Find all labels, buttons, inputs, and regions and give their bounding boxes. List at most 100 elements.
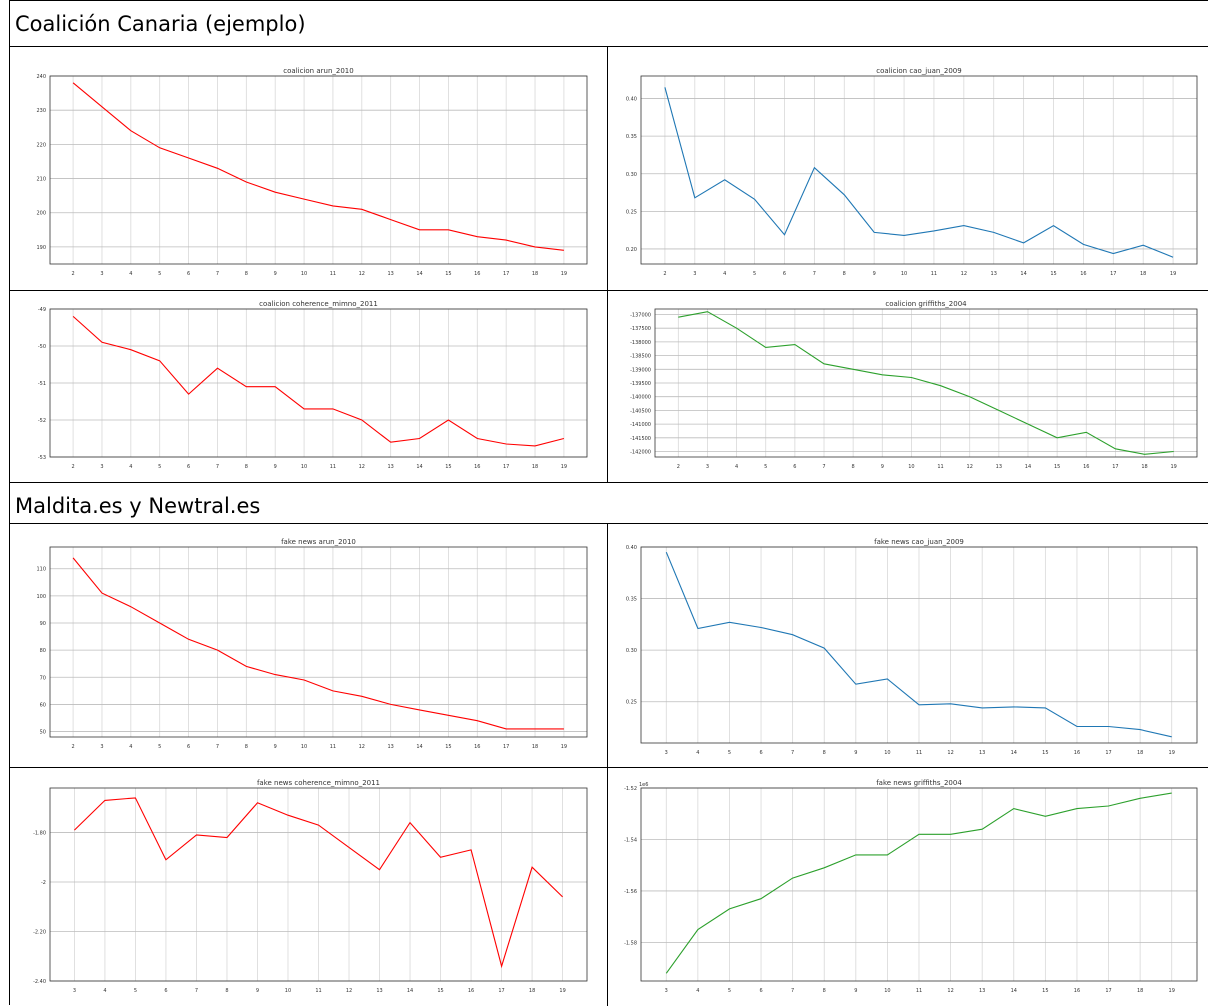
x-tick-label: 13 — [979, 750, 985, 756]
series-line — [73, 83, 564, 251]
x-tick-label: 6 — [783, 271, 786, 277]
y-tick-label: -51 — [38, 381, 46, 387]
x-tick-label: 8 — [843, 271, 846, 277]
x-tick-label: 9 — [854, 750, 857, 756]
x-tick-label: 19 — [561, 271, 567, 277]
x-tick-label: 7 — [822, 464, 825, 470]
x-tick-label: 16 — [474, 744, 480, 750]
y-tick-label: 0.25 — [626, 209, 637, 215]
x-tick-label: 9 — [274, 744, 277, 750]
x-tick-label: 16 — [474, 464, 480, 470]
x-tick-label: 4 — [723, 271, 726, 277]
x-tick-label: 3 — [73, 988, 76, 994]
x-tick-label: 9 — [256, 988, 259, 994]
x-tick-label: 17 — [498, 988, 504, 994]
x-tick-label: 4 — [103, 988, 106, 994]
x-tick-label: 14 — [407, 988, 413, 994]
x-tick-label: 5 — [158, 744, 161, 750]
section-title-maldita: Maldita.es y Newtral.es — [15, 494, 260, 518]
y-tick-label: -2 — [41, 880, 46, 886]
x-tick-label: 13 — [387, 271, 393, 277]
chart-title: coalicion arun_2010 — [283, 67, 353, 75]
row-divider — [607, 767, 1208, 768]
chart-title: coalicion coherence_mimno_2011 — [259, 300, 378, 308]
x-tick-label: 19 — [1171, 464, 1177, 470]
x-tick-label: 16 — [474, 271, 480, 277]
x-tick-label: 12 — [359, 464, 365, 470]
x-tick-label: 19 — [559, 988, 565, 994]
x-tick-label: 14 — [416, 744, 422, 750]
x-tick-label: 15 — [445, 464, 451, 470]
x-tick-label: 5 — [728, 988, 731, 994]
y-tick-label: -141500 — [630, 436, 651, 442]
y-tick-label: -140500 — [630, 408, 651, 414]
y-tick-label: 110 — [36, 567, 46, 573]
x-tick-label: 15 — [1050, 271, 1056, 277]
x-tick-label: 15 — [1042, 750, 1048, 756]
x-tick-label: 5 — [158, 271, 161, 277]
y-tick-label: 80 — [40, 648, 46, 654]
x-tick-label: 6 — [793, 464, 796, 470]
chart-title: fake news coherence_mimno_2011 — [257, 779, 380, 787]
x-tick-label: 10 — [884, 988, 890, 994]
x-tick-label: 12 — [947, 750, 953, 756]
x-tick-label: 14 — [416, 464, 422, 470]
y-tick-label: 190 — [36, 245, 46, 251]
x-tick-label: 4 — [129, 744, 132, 750]
y-tick-label: -1.54 — [624, 837, 637, 843]
y-tick-label: 0.35 — [626, 134, 637, 140]
y-tick-label: 60 — [40, 702, 46, 708]
x-tick-label: 4 — [696, 750, 699, 756]
y-tick-label: 0.30 — [626, 648, 637, 654]
x-tick-label: 19 — [561, 744, 567, 750]
x-tick-label: 3 — [100, 464, 103, 470]
x-tick-label: 10 — [884, 750, 890, 756]
chart-title: fake news griffiths_2004 — [876, 779, 962, 787]
x-tick-label: 2 — [72, 744, 75, 750]
x-tick-label: 14 — [1011, 988, 1017, 994]
y-tick-label: -139000 — [630, 367, 651, 373]
chart-title: coalicion griffiths_2004 — [885, 300, 967, 308]
chart-title: fake news cao_juan_2009 — [874, 538, 964, 546]
x-tick-label: 7 — [791, 750, 794, 756]
x-tick-label: 11 — [330, 464, 336, 470]
y-tick-label: 0.20 — [626, 247, 637, 253]
x-tick-label: 13 — [979, 988, 985, 994]
x-tick-label: 16 — [468, 988, 474, 994]
x-tick-label: 17 — [1105, 988, 1111, 994]
x-tick-label: 16 — [1074, 988, 1080, 994]
x-tick-label: 3 — [665, 750, 668, 756]
x-tick-label: 7 — [195, 988, 198, 994]
y-tick-label: -138500 — [630, 354, 651, 360]
x-tick-label: 5 — [134, 988, 137, 994]
x-tick-label: 13 — [387, 464, 393, 470]
y-tick-label: -138000 — [630, 340, 651, 346]
y-tick-label: 70 — [40, 675, 46, 681]
x-tick-label: 15 — [1054, 464, 1060, 470]
x-tick-label: 5 — [728, 750, 731, 756]
x-tick-label: 10 — [301, 464, 307, 470]
column-divider — [607, 523, 608, 1006]
x-tick-label: 12 — [359, 744, 365, 750]
x-tick-label: 4 — [129, 271, 132, 277]
x-tick-label: 3 — [100, 271, 103, 277]
x-tick-label: 2 — [72, 271, 75, 277]
x-tick-label: 14 — [1025, 464, 1031, 470]
x-tick-label: 8 — [823, 988, 826, 994]
x-tick-label: 13 — [996, 464, 1002, 470]
x-tick-label: 6 — [759, 750, 762, 756]
x-tick-label: 18 — [1141, 464, 1147, 470]
series-line — [73, 316, 564, 446]
x-tick-label: 17 — [1112, 464, 1118, 470]
x-tick-label: 4 — [696, 988, 699, 994]
x-tick-label: 9 — [873, 271, 876, 277]
y-tick-label: -52 — [38, 418, 46, 424]
y-tick-label: -137500 — [630, 326, 651, 332]
x-tick-label: 11 — [330, 271, 336, 277]
x-tick-label: 18 — [1140, 271, 1146, 277]
